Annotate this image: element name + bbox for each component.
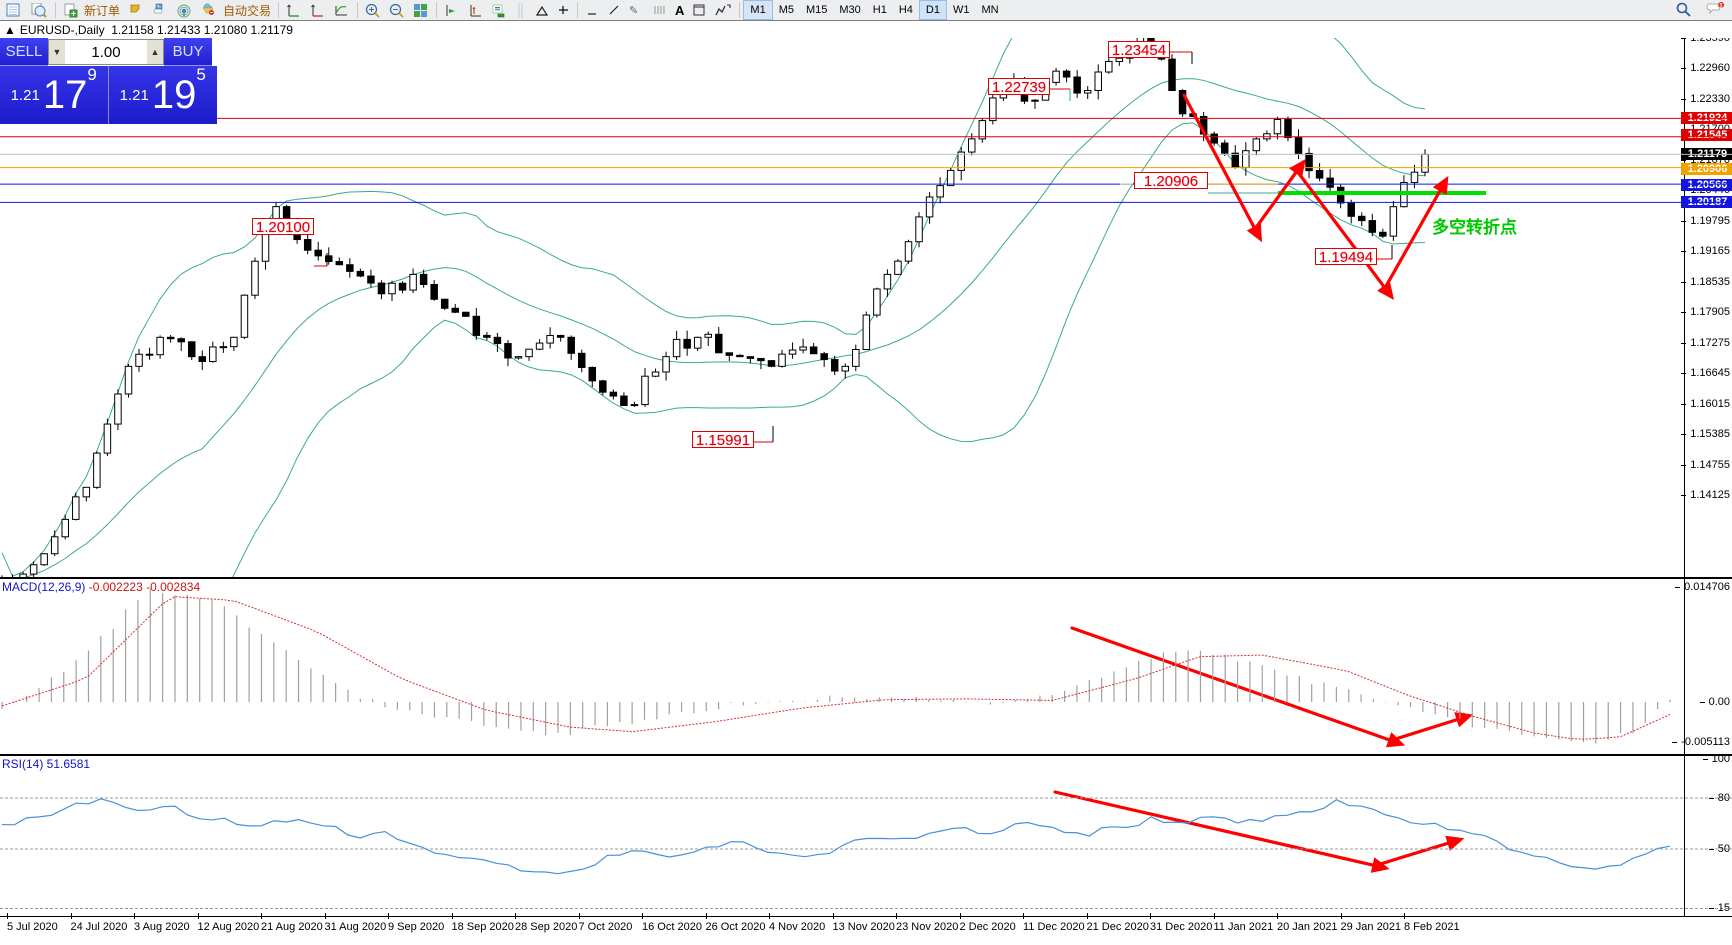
svg-text:✎: ✎ <box>629 5 638 17</box>
